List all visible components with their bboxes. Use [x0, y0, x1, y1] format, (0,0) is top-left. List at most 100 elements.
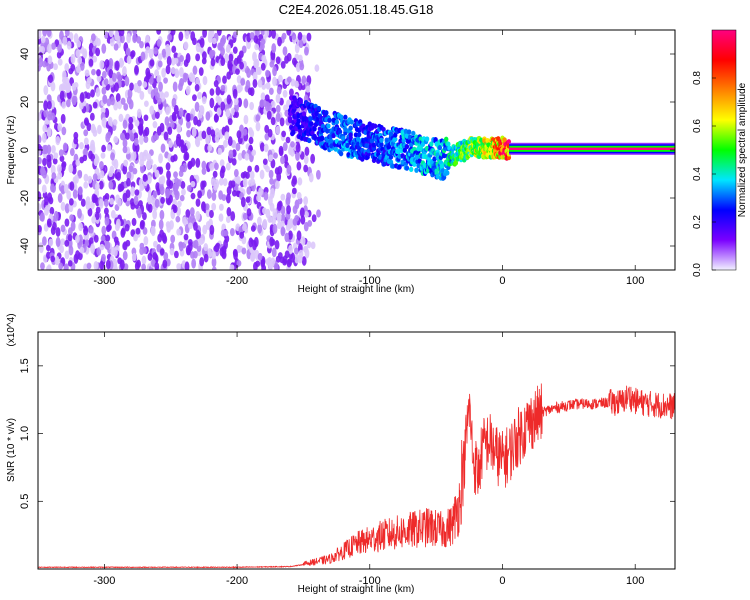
- spectrogram-noise-cell: [158, 219, 164, 230]
- y-tick-label: 1.0: [19, 426, 31, 441]
- spectrogram-x-label: Height of straight line (km): [298, 284, 415, 295]
- spectrogram-noise-cell: [271, 43, 277, 54]
- spectrogram-noise-cell: [67, 260, 73, 267]
- spectrogram-noise-cell: [235, 68, 240, 75]
- spectrogram-noise-cell: [260, 62, 266, 71]
- spectrogram-noise-cell: [70, 63, 76, 72]
- spectrogram-noise-cell: [259, 142, 265, 152]
- spectrogram-noise-cell: [235, 176, 241, 185]
- spectrogram-noise-cell: [152, 190, 158, 198]
- spectrogram-noise-cell: [119, 184, 124, 192]
- spectrogram-noise-cell: [294, 199, 300, 210]
- y-tick-label: 0.5: [19, 494, 31, 509]
- spectrogram-noise-cell: [223, 229, 229, 237]
- snr-multiplier: (x10^4): [6, 313, 17, 346]
- spectrogram-noise-cell: [267, 102, 272, 111]
- spectrogram-noise-cell: [62, 142, 68, 152]
- spectrogram-signal-cell: [410, 152, 415, 158]
- spectrogram-noise-cell: [176, 263, 182, 270]
- spectrogram-noise-cell: [217, 147, 223, 156]
- spectrogram-noise-cell: [267, 128, 273, 138]
- spectrogram-noise-cell: [50, 81, 56, 92]
- spectrogram-noise-cell: [92, 101, 98, 109]
- spectrogram-noise-cell: [108, 181, 114, 190]
- snr-frame: [37, 331, 676, 570]
- spectrogram-noise-cell: [184, 30, 190, 40]
- spectrogram-noise-cell: [286, 259, 292, 268]
- spectrogram-noise-cell: [62, 36, 68, 46]
- spectrogram-noise-cell: [140, 51, 146, 62]
- spectrogram-noise-cell: [286, 76, 292, 83]
- spectrogram-noise-cell: [274, 180, 280, 190]
- spectrogram-noise-cell: [98, 180, 104, 190]
- spectrogram-noise-cell: [288, 244, 293, 255]
- spectrogram-signal-cell: [334, 119, 340, 125]
- spectrogram-noise-cell: [89, 112, 95, 121]
- spectrogram-noise-cell: [77, 170, 83, 179]
- spectrogram-signal-cell: [404, 165, 410, 171]
- spectrogram-noise-cell: [264, 30, 270, 38]
- spectrogram-noise-cell: [157, 53, 163, 61]
- spectrogram-noise-cell: [246, 208, 252, 217]
- spectrogram-noise-cell: [225, 162, 231, 171]
- spectrogram-noise-cell: [38, 30, 42, 40]
- spectrogram-noise-cell: [243, 114, 249, 125]
- spectrogram-noise-cell: [280, 155, 285, 165]
- spectrogram-noise-cell: [298, 39, 304, 49]
- spectrogram-noise-cell: [126, 55, 132, 65]
- spectrogram-y-label: Frequency (Hz): [6, 116, 17, 185]
- spectrogram-signal-cell: [298, 97, 303, 104]
- spectrogram-noise-cell: [106, 224, 112, 231]
- spectrogram-noise-cell: [218, 213, 224, 222]
- spectrogram-noise-cell: [175, 136, 181, 147]
- spectrogram-noise-cell: [50, 255, 56, 263]
- spectrogram-noise-cell: [186, 120, 191, 129]
- spectrogram-noise-cell: [85, 92, 91, 100]
- spectrogram-signal-cell: [324, 110, 329, 116]
- spectrogram-noise-cell: [170, 155, 176, 163]
- x-tick-label: 100: [626, 575, 644, 587]
- spectrogram-noise-cell: [165, 64, 171, 75]
- spectrogram-noise-cell: [235, 142, 241, 152]
- spectrogram-noise-cell: [64, 239, 70, 247]
- spectrogram-noise-cell: [201, 201, 206, 212]
- spectrogram-noise-cell: [166, 170, 171, 180]
- spectrogram-noise-cell: [126, 177, 131, 187]
- spectrogram-noise-cell: [60, 185, 66, 194]
- spectrogram-noise-cell: [220, 37, 225, 47]
- spectrogram-noise-cell: [183, 233, 189, 241]
- spectrogram-noise-cell: [143, 236, 149, 246]
- spectrogram-noise-cell: [165, 106, 170, 116]
- spectrogram-signal-cell: [402, 147, 408, 153]
- colorbar-tick-label: 0.2: [692, 215, 703, 229]
- spectrogram-noise-cell: [226, 94, 232, 105]
- spectrogram-noise-cell: [215, 95, 221, 103]
- spectrogram-signal-cell: [349, 119, 354, 125]
- spectrogram-noise-cell: [180, 181, 186, 189]
- spectrogram-noise-cell: [297, 54, 303, 62]
- spectrogram-noise-cell: [172, 113, 177, 122]
- spectrogram-noise-cell: [161, 48, 167, 58]
- spectrogram-noise-cell: [57, 171, 63, 180]
- spectrogram-noise-cell: [227, 59, 233, 70]
- snr-series-line: [38, 383, 675, 569]
- spectrogram-noise-cell: [113, 247, 118, 257]
- spectrogram-noise-cell: [75, 250, 80, 260]
- spectrogram-noise-cell: [255, 114, 261, 122]
- spectrogram-noise-cell: [198, 67, 204, 76]
- spectrogram-noise-cell: [56, 164, 62, 173]
- spectrogram-signal-cell: [404, 143, 410, 150]
- spectrogram-noise-cell: [128, 116, 134, 124]
- spectrogram-noise-cell: [57, 123, 63, 132]
- spectrogram-noise-cell: [304, 211, 309, 218]
- snr-plot-area: [38, 332, 675, 569]
- spectrogram-signal-cell: [325, 128, 330, 134]
- spectrogram-noise-cell: [127, 88, 133, 99]
- spectrogram-noise-cell: [185, 112, 191, 122]
- spectrogram-noise-cell: [262, 218, 268, 229]
- spectrogram-noise-cell: [203, 253, 209, 263]
- spectrogram-noise-cell: [48, 74, 54, 83]
- spectrogram-noise-cell: [38, 45, 44, 53]
- spectrogram-noise-cell: [202, 75, 208, 86]
- spectrogram-noise-cell: [251, 149, 257, 156]
